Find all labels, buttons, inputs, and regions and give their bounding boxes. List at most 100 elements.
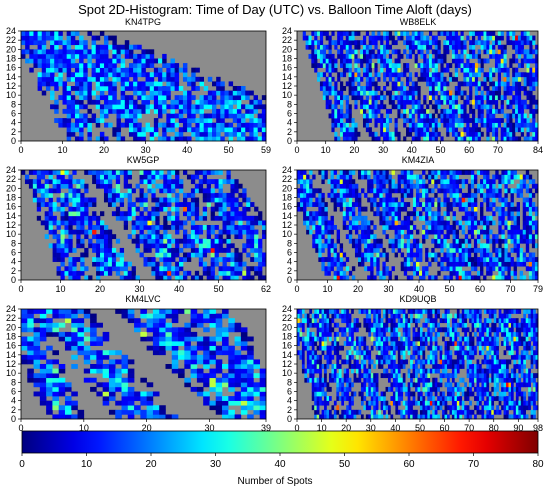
- heatmap-cell: [431, 118, 436, 123]
- heatmap-cell: [319, 81, 324, 87]
- heatmap-cell: [165, 327, 173, 333]
- heatmap-cell: [153, 72, 159, 78]
- heatmap-cell: [337, 122, 341, 128]
- heatmap-cell: [128, 108, 134, 114]
- heatmap-cell: [516, 202, 520, 207]
- heatmap-cell: [178, 118, 184, 123]
- heatmap-cell: [495, 188, 499, 194]
- heatmap-cell: [526, 118, 530, 123]
- heatmap-cell: [483, 229, 487, 235]
- heatmap-cell: [238, 261, 243, 267]
- heatmap-cell: [412, 197, 417, 203]
- heatmap-cell: [455, 234, 459, 240]
- heatmap-cell: [64, 318, 72, 324]
- heatmap-cell: [124, 122, 130, 128]
- heatmap-cell: [240, 377, 248, 383]
- heatmap-cell: [261, 95, 267, 101]
- heatmap-cell: [486, 86, 490, 91]
- heatmap-cell: [517, 72, 522, 78]
- heatmap-cell: [258, 275, 263, 281]
- heatmap-cell: [434, 257, 438, 262]
- heatmap-cell: [240, 345, 248, 351]
- heatmap-cell: [120, 136, 126, 142]
- heatmap-cell: [212, 90, 217, 96]
- heatmap-cell: [202, 270, 208, 276]
- heatmap-cell: [120, 44, 126, 50]
- heatmap-cell: [434, 202, 438, 207]
- heatmap-cell: [455, 261, 459, 267]
- heatmap-cell: [474, 81, 479, 87]
- heatmap-cell: [48, 220, 53, 226]
- heatmap-cell: [411, 90, 415, 96]
- heatmap-cell: [409, 183, 414, 189]
- heatmap-cell: [100, 211, 105, 217]
- heatmap-cell: [523, 81, 527, 87]
- heatmap-cell: [474, 40, 479, 46]
- heatmap-cell: [377, 58, 381, 64]
- heatmap-cell: [162, 136, 167, 142]
- heatmap-cell: [391, 95, 395, 101]
- heatmap-cell: [520, 99, 524, 105]
- heatmap-cell: [153, 86, 159, 91]
- heatmap-cell: [463, 99, 467, 105]
- heatmap-cell: [425, 247, 429, 253]
- heatmap-cell: [394, 238, 398, 244]
- heatmap-cell: [77, 409, 85, 415]
- heatmap-cell: [531, 179, 536, 185]
- heatmap-cell: [360, 95, 364, 101]
- heatmap-cell: [348, 188, 353, 194]
- heatmap-cell: [348, 238, 353, 244]
- heatmap-cell: [36, 202, 42, 207]
- heatmap-cell: [532, 131, 536, 137]
- heatmap-cell: [400, 261, 405, 267]
- heatmap-cell: [455, 257, 459, 262]
- heatmap-cell: [41, 76, 47, 82]
- heatmap-cell: [333, 270, 337, 276]
- heatmap-cell: [183, 202, 188, 207]
- heatmap-cell: [238, 229, 243, 235]
- heatmap-cell: [525, 188, 530, 194]
- x-tick-label: 40: [414, 284, 424, 294]
- heatmap-cell: [116, 118, 121, 123]
- heatmap-cell: [415, 188, 420, 194]
- heatmap-cell: [328, 104, 332, 110]
- heatmap-cell: [535, 58, 539, 64]
- heatmap-cell: [184, 345, 191, 351]
- heatmap-cell: [171, 350, 179, 356]
- y-tick-label: 20: [6, 183, 16, 193]
- heatmap-cell: [397, 174, 402, 180]
- x-tick-label: 84: [533, 145, 543, 155]
- heatmap-cell: [46, 322, 53, 328]
- heatmap-cell: [128, 104, 134, 110]
- heatmap-cell: [324, 170, 328, 175]
- heatmap-cell: [29, 53, 34, 59]
- heatmap-cell: [108, 350, 116, 356]
- heatmap-cell: [489, 95, 493, 101]
- heatmap-cell: [460, 108, 464, 114]
- heatmap-cell: [143, 170, 148, 175]
- heatmap-cell: [54, 63, 59, 68]
- heatmap-cell: [70, 127, 76, 133]
- heatmap-cell: [90, 318, 97, 324]
- heatmap-cell: [503, 76, 507, 82]
- heatmap-cell: [90, 331, 97, 337]
- heatmap-cell: [155, 202, 160, 207]
- heatmap-cell: [159, 350, 166, 356]
- heatmap-cell: [345, 170, 350, 175]
- heatmap-cell: [115, 368, 122, 374]
- heatmap-cell: [191, 118, 196, 123]
- heatmap-cell: [318, 257, 322, 262]
- heatmap-cell: [415, 179, 420, 185]
- heatmap-cell: [50, 63, 55, 68]
- heatmap-cell: [324, 174, 328, 180]
- heatmap-cell: [215, 368, 223, 374]
- heatmap-cell: [158, 113, 163, 119]
- heatmap-cell: [528, 275, 533, 281]
- heatmap-cell: [348, 67, 352, 73]
- x-tick-label: 70: [493, 145, 503, 155]
- heatmap-cell: [414, 131, 418, 137]
- heatmap-cell: [171, 197, 176, 203]
- heatmap-cell: [190, 188, 196, 194]
- heatmap-cell: [348, 206, 353, 212]
- heatmap-cell: [464, 220, 469, 226]
